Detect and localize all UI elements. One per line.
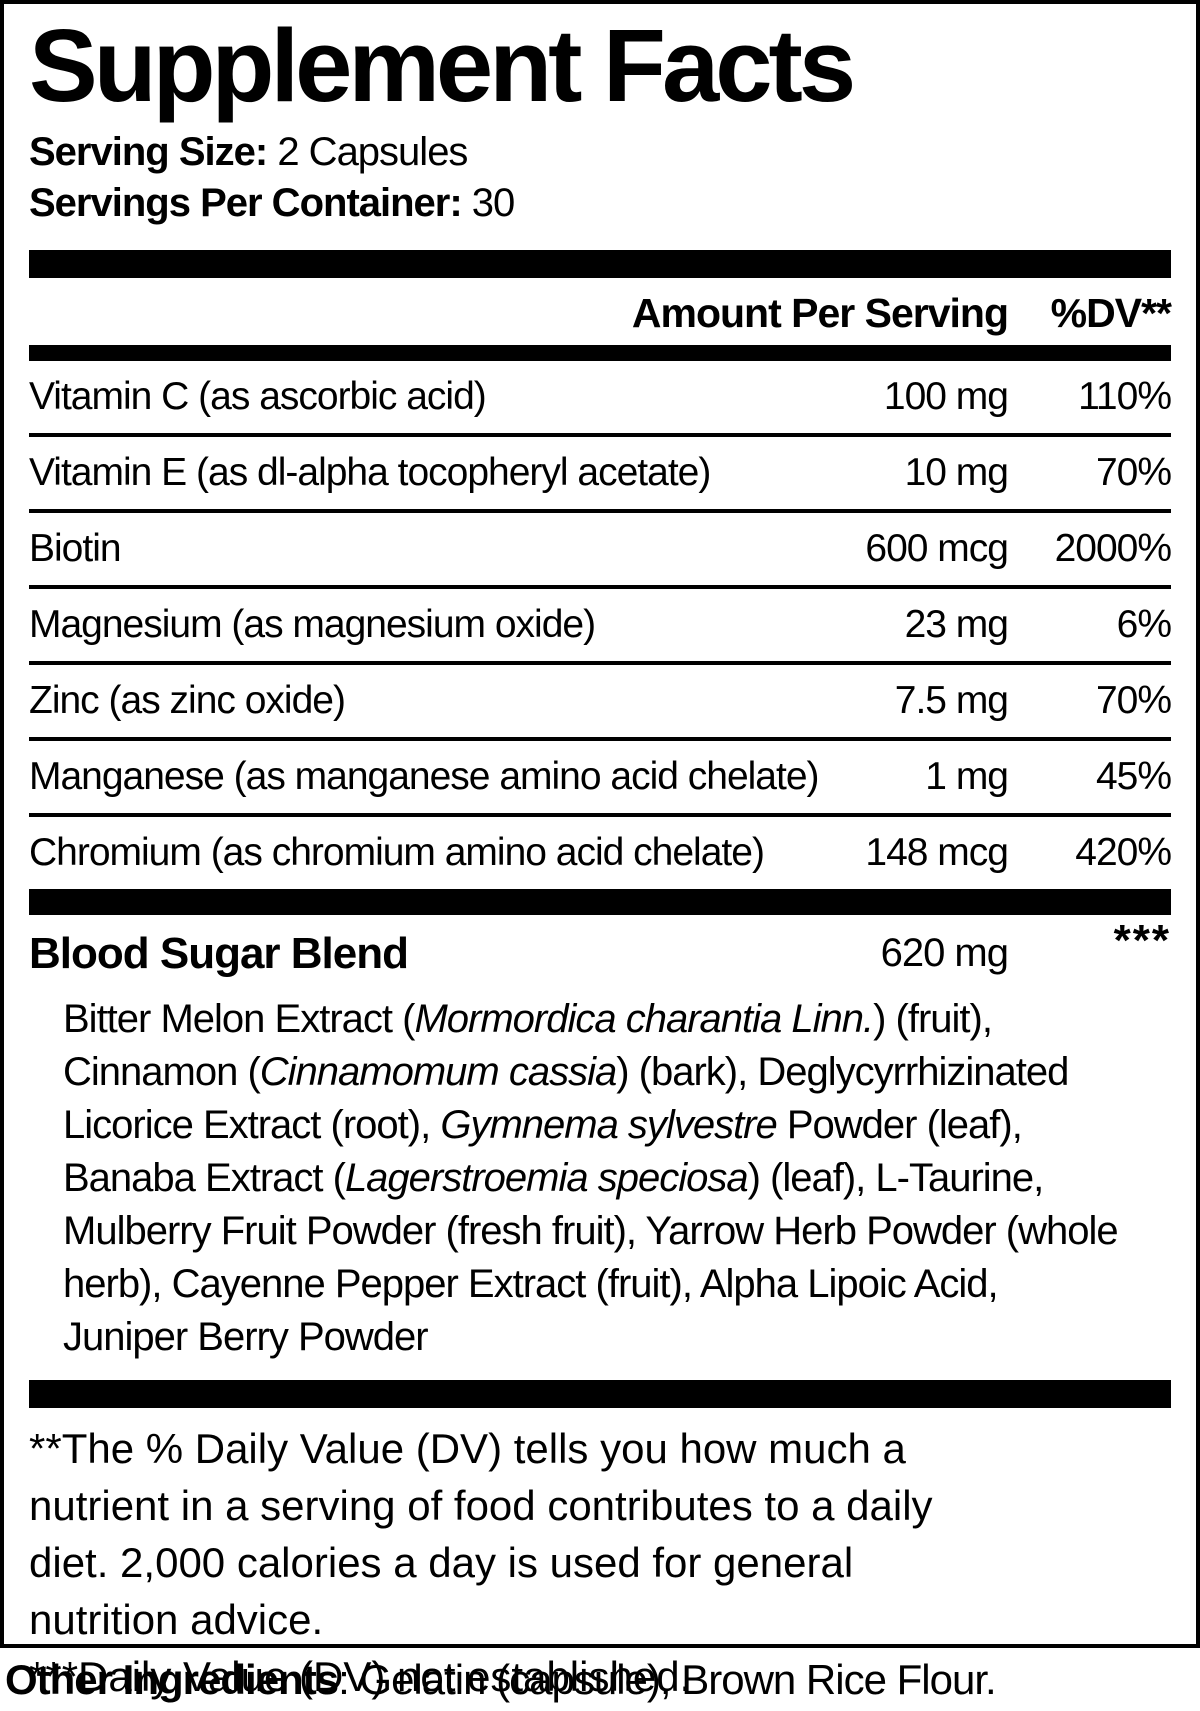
blend-dv-asterisks: *** bbox=[1113, 915, 1171, 965]
nutrient-dv: 420% bbox=[1075, 830, 1172, 874]
other-ingredients-line: Other Ingredients: Gelatin (capsule), Br… bbox=[5, 1656, 1195, 1704]
nutrient-name: Magnesium (as magnesium oxide) bbox=[29, 602, 596, 646]
nutrient-dv: 2000% bbox=[1054, 526, 1172, 570]
nutrient-amount: 23 mg bbox=[904, 602, 1009, 646]
panel-title: Supplement Facts bbox=[29, 8, 856, 123]
nutrient-amount: 10 mg bbox=[904, 450, 1009, 494]
nutrient-dv: 6% bbox=[1116, 602, 1172, 646]
nutrient-name: Manganese (as manganese amino acid chela… bbox=[29, 754, 820, 798]
table-header-row: Amount Per Serving %DV** bbox=[29, 278, 1172, 345]
footnote-line: ***Daily Value (DV) not established. bbox=[29, 1652, 692, 1700]
footnote-line: diet. 2,000 calories a day is used for g… bbox=[29, 1538, 854, 1586]
divider-bar-top bbox=[29, 249, 1171, 278]
footnote-line: nutrition advice. bbox=[29, 1595, 324, 1643]
nutrient-amount: 100 mg bbox=[883, 374, 1009, 418]
nutrient-amount: 7.5 mg bbox=[894, 678, 1009, 722]
amount-per-serving-header: Amount Per Serving bbox=[631, 289, 1009, 336]
table-row: Vitamin C (as ascorbic acid) 100 mg 110% bbox=[29, 361, 1172, 433]
serving-size-label: Serving Size: bbox=[29, 129, 268, 174]
nutrient-amount: 600 mcg bbox=[865, 526, 1009, 570]
divider-bar-footnotes bbox=[29, 1379, 1171, 1408]
table-row: Biotin 600 mcg 2000% bbox=[29, 508, 1172, 585]
servings-per-container-value: 30 bbox=[461, 180, 515, 225]
divider-bar-header bbox=[29, 344, 1171, 361]
footnote-line: nutrient in a serving of food contribute… bbox=[29, 1481, 933, 1529]
nutrient-dv: 70% bbox=[1095, 450, 1172, 494]
table-row: Chromium (as chromium amino acid chelate… bbox=[29, 812, 1172, 889]
other-ingredients-text: : Gelatin (capsule), Brown Rice Flour. bbox=[338, 1656, 997, 1703]
blend-name: Blood Sugar Blend bbox=[29, 928, 409, 978]
nutrient-amount: 1 mg bbox=[925, 754, 1009, 798]
footnote-line: **The % Daily Value (DV) tells you how m… bbox=[29, 1424, 906, 1472]
table-row: Manganese (as manganese amino acid chela… bbox=[29, 736, 1172, 813]
serving-info: Serving Size: 2 Capsules Servings Per Co… bbox=[29, 127, 1171, 229]
servings-per-container-label: Servings Per Container: bbox=[29, 180, 463, 225]
nutrient-amount: 148 mcg bbox=[865, 830, 1009, 874]
divider-bar-blend bbox=[29, 888, 1171, 915]
nutrient-dv: 70% bbox=[1095, 678, 1172, 722]
servings-per-container-line: Servings Per Container: 30 bbox=[29, 178, 1171, 229]
serving-size-value: 2 Capsules bbox=[267, 129, 468, 174]
nutrient-name: Zinc (as zinc oxide) bbox=[29, 678, 346, 722]
blend-amount: 620 mg bbox=[880, 931, 1009, 976]
serving-size-line: Serving Size: 2 Capsules bbox=[29, 127, 1171, 178]
blend-row: Blood Sugar Blend 620 mg *** bbox=[29, 915, 1171, 985]
nutrient-name: Biotin bbox=[29, 526, 122, 570]
footnotes: **The % Daily Value (DV) tells you how m… bbox=[29, 1420, 1171, 1705]
nutrient-dv: 110% bbox=[1078, 374, 1172, 418]
table-row: Magnesium (as magnesium oxide) 23 mg 6% bbox=[29, 584, 1172, 661]
other-ingredients-label: Other Ingredients bbox=[5, 1656, 339, 1703]
table-row: Vitamin E (as dl-alpha tocopheryl acetat… bbox=[29, 432, 1172, 509]
dv-header: %DV** bbox=[1050, 289, 1172, 336]
blend-ingredients-text: Bitter Melon Extract (Mormordica charant… bbox=[63, 996, 1119, 1359]
table-row: Zinc (as zinc oxide) 7.5 mg 70% bbox=[29, 660, 1172, 737]
nutrient-name: Vitamin E (as dl-alpha tocopheryl acetat… bbox=[29, 450, 711, 494]
nutrient-table: Vitamin C (as ascorbic acid) 100 mg 110% Vi… bbox=[29, 361, 1172, 889]
nutrient-name: Vitamin C (as ascorbic acid) bbox=[29, 374, 487, 418]
nutrient-dv: 45% bbox=[1095, 754, 1172, 798]
nutrient-name: Chromium (as chromium amino acid chelate… bbox=[29, 830, 765, 874]
